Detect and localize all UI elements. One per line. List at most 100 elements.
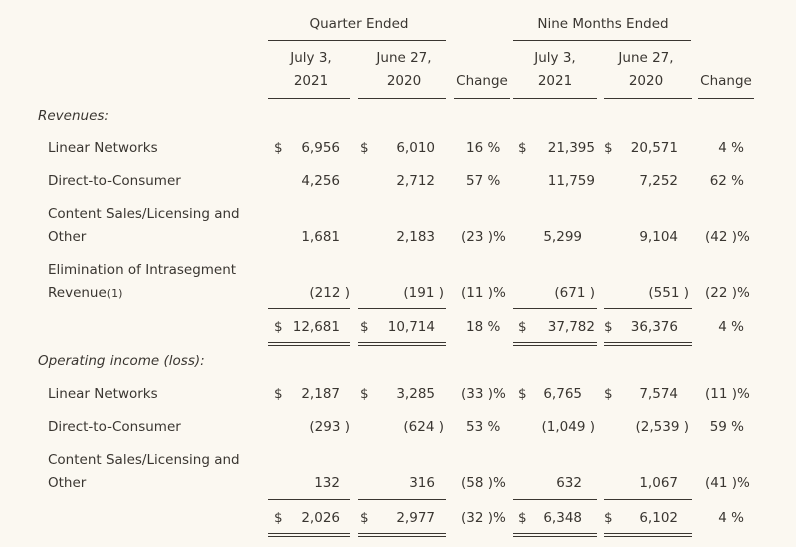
footnote-marker: (1): [106, 287, 123, 300]
value-qchg: 18 %: [466, 319, 501, 335]
row-label: Linear Networks: [48, 140, 158, 156]
header-underline: [454, 98, 510, 99]
currency-symbol: $: [360, 140, 369, 156]
header-underline: [698, 98, 754, 99]
value-n21: 11,759: [547, 173, 595, 189]
value-n20: (2,539 ): [635, 419, 689, 435]
value-n21: 37,782: [547, 319, 595, 335]
value-n20: 7,574: [639, 386, 678, 402]
value-qchg: (23 )%: [461, 229, 506, 245]
currency-symbol: $: [518, 510, 527, 526]
value-q21: 4,256: [301, 173, 340, 189]
row-label: Content Sales/Licensing and: [48, 452, 240, 468]
value-q21: 6,956: [301, 140, 340, 156]
total-double-rule: [358, 342, 446, 346]
row-label: Direct-to-Consumer: [48, 173, 181, 189]
value-n21: 632: [556, 475, 582, 491]
value-n20: 9,104: [639, 229, 678, 245]
currency-symbol: $: [518, 140, 527, 156]
total-double-rule: [268, 533, 350, 537]
value-n21: 5,299: [543, 229, 582, 245]
header-underline: [513, 98, 597, 99]
value-q20: 316: [409, 475, 435, 491]
col-n-2021-year: 2021: [537, 73, 573, 89]
col-q-2021-year: 2021: [293, 73, 329, 89]
value-qchg: 53 %: [466, 419, 501, 435]
value-q20: 2,183: [396, 229, 435, 245]
subtotal-rule: [513, 308, 597, 309]
currency-symbol: $: [274, 319, 283, 335]
operating-section-label: Operating income (loss):: [38, 353, 205, 369]
currency-symbol: $: [604, 319, 613, 335]
header-underline: [268, 98, 350, 99]
row-label-cont: Other: [48, 475, 87, 491]
total-double-rule: [513, 342, 597, 346]
total-double-rule: [358, 533, 446, 537]
value-q20: 2,712: [396, 173, 435, 189]
row-label: Content Sales/Licensing and: [48, 206, 240, 222]
value-n21: 21,395: [547, 140, 595, 156]
col-n-change: Change: [700, 73, 752, 89]
row-label: Elimination of Intrasegment: [48, 262, 237, 278]
currency-symbol: $: [274, 510, 283, 526]
value-n21: (671 ): [554, 285, 595, 301]
value-n20: 7,252: [639, 173, 678, 189]
value-q21: 1,681: [301, 229, 340, 245]
value-nchg: (42 )%: [705, 229, 750, 245]
subtotal-rule: [604, 499, 692, 500]
value-q21: 12,681: [292, 319, 340, 335]
value-n20: 1,067: [639, 475, 678, 491]
value-nchg: 4 %: [718, 319, 744, 335]
value-n20: 20,571: [630, 140, 678, 156]
subtotal-rule: [268, 308, 350, 309]
nine-months-header: Nine Months Ended: [537, 16, 669, 32]
subtotal-rule: [358, 499, 446, 500]
value-nchg: 4 %: [718, 140, 744, 156]
currency-symbol: $: [604, 140, 613, 156]
currency-symbol: $: [604, 386, 613, 402]
row-label: Linear Networks: [48, 386, 158, 402]
header-underline: [358, 98, 446, 99]
currency-symbol: $: [360, 386, 369, 402]
subtotal-rule: [513, 499, 597, 500]
currency-symbol: $: [360, 510, 369, 526]
value-qchg: (11 )%: [461, 285, 506, 301]
col-q-2020-date: June 27,: [376, 50, 432, 66]
total-double-rule: [513, 533, 597, 537]
currency-symbol: $: [360, 319, 369, 335]
value-qchg: (58 )%: [461, 475, 506, 491]
value-nchg: (22 )%: [705, 285, 750, 301]
value-qchg: 16 %: [466, 140, 501, 156]
value-q20: (624 ): [403, 419, 444, 435]
value-q21: 2,026: [301, 510, 340, 526]
col-q-2020-year: 2020: [386, 73, 422, 89]
col-q-2021-date: July 3,: [290, 50, 332, 66]
currency-symbol: $: [274, 386, 283, 402]
row-label-text: Revenue: [48, 285, 107, 301]
value-q20: 3,285: [396, 386, 435, 402]
row-label-cont: Revenue(1): [48, 285, 122, 302]
total-double-rule: [604, 342, 692, 346]
value-qchg: (32 )%: [461, 510, 506, 526]
value-q21: (212 ): [309, 285, 350, 301]
quarter-ended-header: Quarter Ended: [309, 16, 409, 32]
subtotal-rule: [604, 308, 692, 309]
value-q20: 2,977: [396, 510, 435, 526]
value-n20: (551 ): [648, 285, 689, 301]
value-nchg: (11 )%: [705, 386, 750, 402]
row-label-cont: Other: [48, 229, 87, 245]
value-qchg: 57 %: [466, 173, 501, 189]
value-nchg: 62 %: [709, 173, 744, 189]
subtotal-rule: [358, 308, 446, 309]
value-nchg: 4 %: [718, 510, 744, 526]
value-nchg: 59 %: [709, 419, 744, 435]
currency-symbol: $: [274, 140, 283, 156]
value-n21: 6,348: [543, 510, 582, 526]
value-qchg: (33 )%: [461, 386, 506, 402]
value-n21: (1,049 ): [541, 419, 595, 435]
value-n21: 6,765: [543, 386, 582, 402]
value-q21: (293 ): [309, 419, 350, 435]
currency-symbol: $: [518, 319, 527, 335]
value-q21: 132: [314, 475, 340, 491]
header-rule: [268, 40, 446, 41]
